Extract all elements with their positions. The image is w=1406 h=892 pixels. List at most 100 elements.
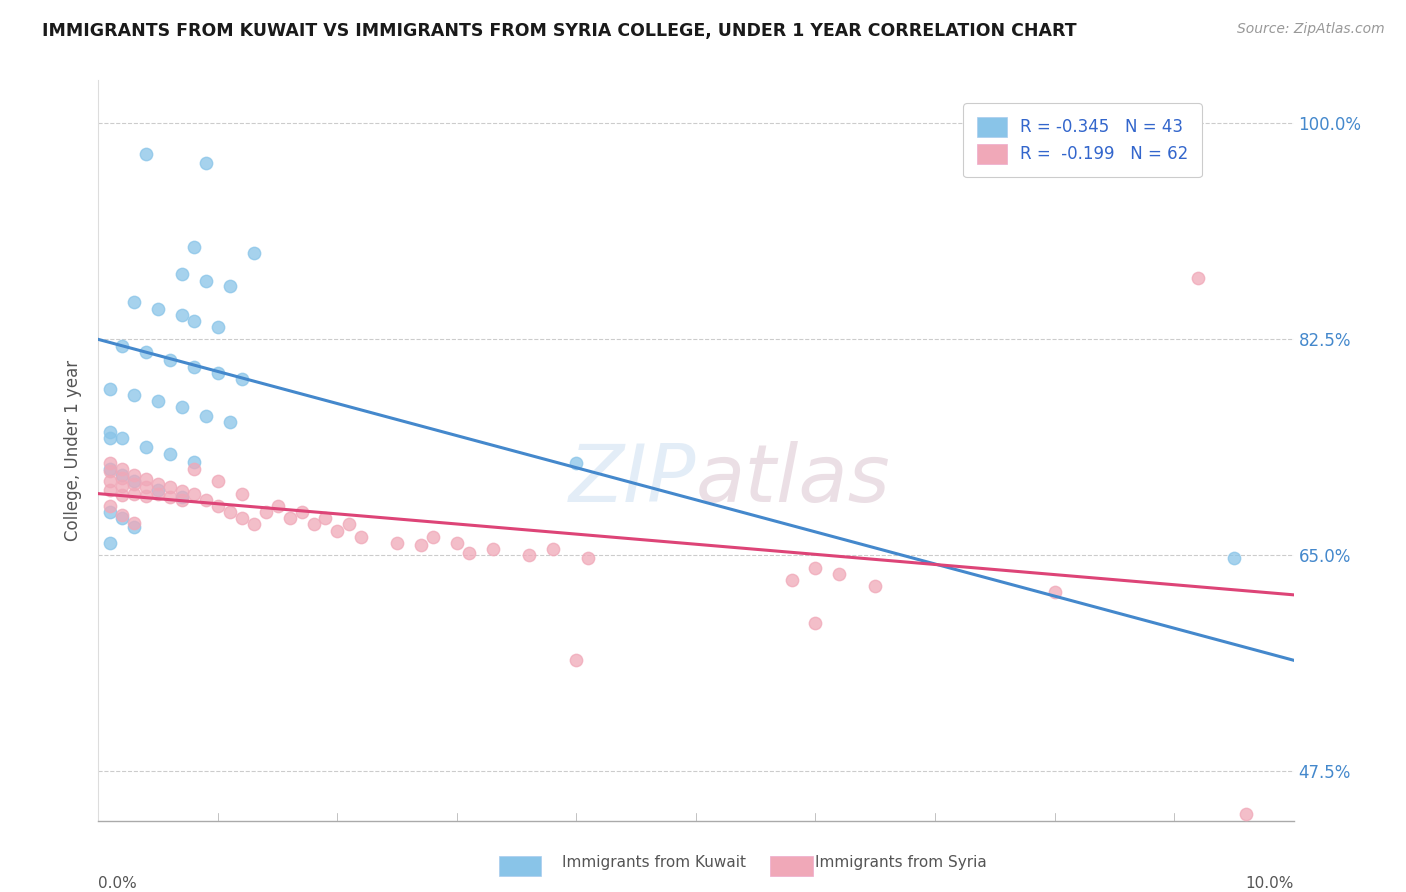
Point (98, 536, 122, 550)
Legend: R = -0.345   N = 43, R =  -0.199   N = 62: R = -0.345 N = 43, R = -0.199 N = 62 (963, 103, 1202, 178)
Point (219, 279, 242, 293)
Point (148, 486, 170, 500)
Point (148, 394, 170, 409)
Point (565, 456, 588, 470)
Point (183, 462, 205, 476)
Point (148, 476, 170, 491)
Point (1234, 807, 1257, 822)
Point (98, 431, 122, 445)
Point (254, 505, 277, 519)
Point (219, 415, 242, 429)
Text: ZIP: ZIP (568, 441, 696, 519)
Point (1187, 270, 1209, 285)
Point (111, 479, 134, 493)
Point (172, 484, 194, 499)
Point (458, 546, 481, 560)
Point (183, 240, 205, 254)
Point (135, 440, 157, 454)
Point (124, 520, 146, 534)
Text: 10.0%: 10.0% (1246, 876, 1294, 891)
Point (135, 489, 157, 503)
Point (98, 505, 122, 519)
Point (231, 511, 253, 525)
Point (111, 462, 134, 476)
Point (111, 468, 134, 483)
Point (172, 491, 194, 505)
Point (195, 492, 218, 507)
Point (482, 542, 505, 557)
Point (98, 425, 122, 439)
Text: Immigrants from Kuwait: Immigrants from Kuwait (562, 855, 747, 870)
Point (326, 524, 349, 538)
Point (124, 468, 146, 483)
Point (172, 492, 194, 507)
Point (111, 470, 134, 484)
Point (267, 499, 290, 513)
Point (124, 476, 146, 491)
Point (111, 488, 134, 502)
Point (135, 480, 157, 494)
Point (243, 517, 266, 532)
Point (98, 499, 122, 513)
Point (207, 475, 229, 489)
Point (124, 475, 146, 489)
Point (578, 550, 600, 565)
Text: Source: ZipAtlas.com: Source: ZipAtlas.com (1237, 22, 1385, 37)
Point (135, 344, 157, 359)
Point (159, 447, 181, 461)
Point (98, 465, 122, 479)
Point (446, 536, 468, 550)
Point (302, 517, 325, 532)
Point (195, 274, 218, 288)
Point (339, 517, 361, 532)
Point (111, 431, 134, 445)
Point (183, 486, 205, 500)
Point (98, 456, 122, 470)
Point (411, 539, 433, 553)
Point (243, 246, 266, 260)
Point (172, 308, 194, 322)
Point (865, 579, 887, 593)
Point (183, 359, 205, 374)
Point (291, 505, 314, 519)
Point (804, 616, 827, 631)
Point (385, 536, 409, 550)
Point (159, 353, 181, 368)
Point (828, 566, 851, 581)
Point (148, 483, 170, 497)
Point (804, 560, 827, 574)
Point (780, 573, 803, 587)
Point (124, 486, 146, 500)
Point (135, 472, 157, 486)
Y-axis label: College, Under 1 year: College, Under 1 year (65, 359, 83, 541)
Point (195, 156, 218, 170)
Point (183, 314, 205, 328)
Point (124, 388, 146, 402)
Point (231, 372, 253, 386)
Text: 0.0%: 0.0% (98, 876, 138, 891)
Point (172, 401, 194, 415)
Text: Immigrants from Syria: Immigrants from Syria (815, 855, 987, 870)
Point (148, 301, 170, 316)
Point (350, 530, 373, 544)
Text: IMMIGRANTS FROM KUWAIT VS IMMIGRANTS FROM SYRIA COLLEGE, UNDER 1 YEAR CORRELATIO: IMMIGRANTS FROM KUWAIT VS IMMIGRANTS FRO… (42, 22, 1077, 40)
Point (98, 462, 122, 476)
Point (98, 475, 122, 489)
Point (207, 320, 229, 334)
Point (231, 486, 253, 500)
Point (124, 516, 146, 531)
Point (172, 267, 194, 281)
Text: atlas: atlas (696, 441, 891, 519)
Point (111, 508, 134, 522)
Point (517, 549, 540, 563)
Point (1043, 585, 1066, 599)
Point (541, 542, 564, 557)
Point (278, 511, 301, 525)
Point (195, 409, 218, 423)
Point (207, 499, 229, 513)
Point (422, 530, 444, 544)
Point (124, 295, 146, 310)
Point (111, 338, 134, 352)
Point (111, 511, 134, 525)
Point (565, 653, 588, 667)
